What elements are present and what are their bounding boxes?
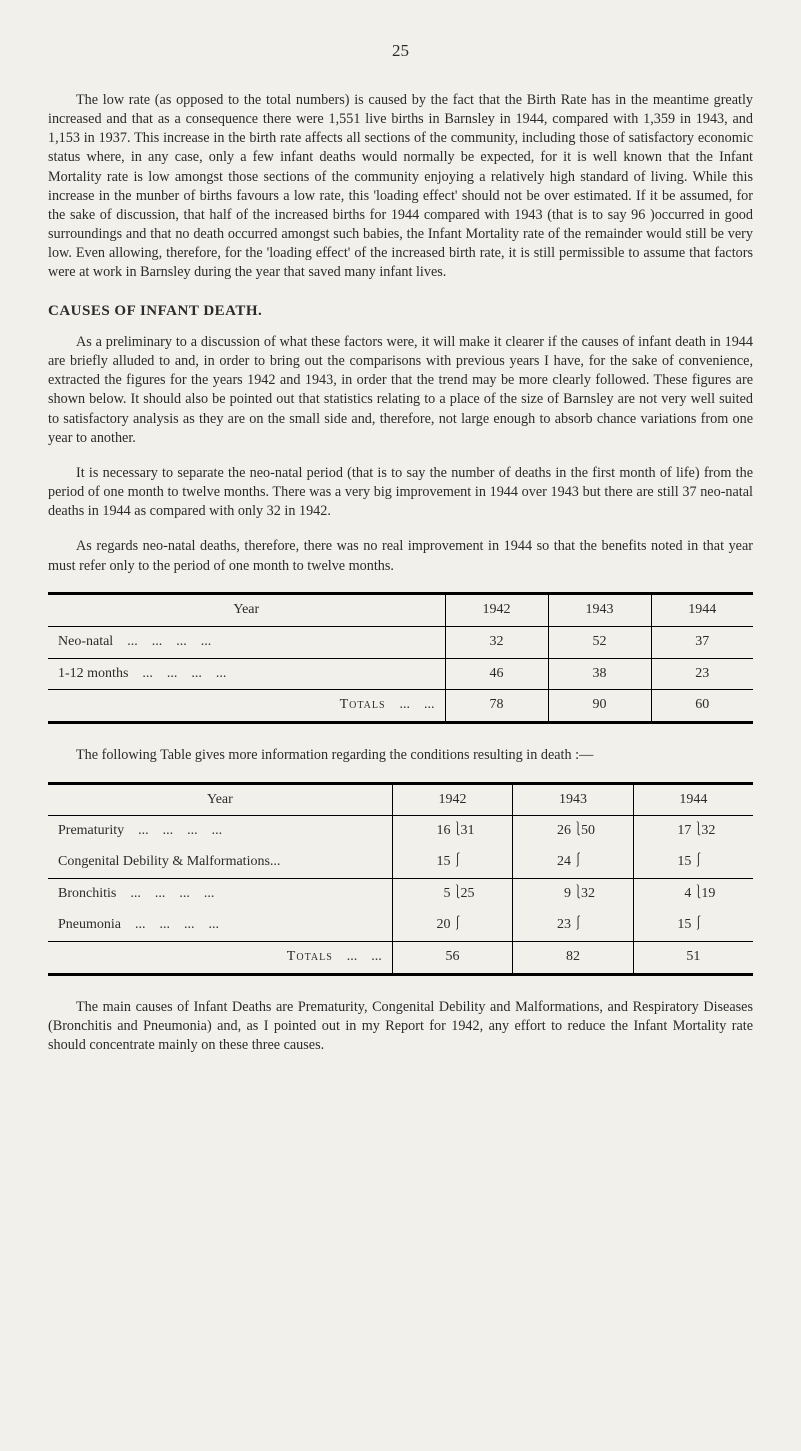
cell: 52 [548,626,651,658]
th-1944: 1944 [651,593,753,626]
row-label: Congenital Debility & Malformations... [48,847,392,878]
th-1944: 1944 [633,783,753,816]
cell: 23⎰ [513,910,633,941]
th-1943: 1943 [513,783,633,816]
row-label: Pneumonia ... ... ... ... [48,910,392,941]
para-3: It is necessary to separate the neo-nata… [48,464,753,522]
cell: 38 [548,658,651,690]
cell: 15⎰ [392,847,512,878]
total-cell: 56 [392,941,512,974]
total-cell: 51 [633,941,753,974]
total-cell: 82 [513,941,633,974]
cell: 46 [445,658,548,690]
row-label: 1-12 months ... ... ... ... [48,658,445,690]
para-6: The main causes of Infant Deaths are Pre… [48,998,753,1056]
cell: 23 [651,658,753,690]
para-5: The following Table gives more informati… [48,746,753,765]
row-label: Bronchitis ... ... ... ... [48,879,392,910]
th-year: Year [48,593,445,626]
total-cell: 78 [445,690,548,723]
para-intro: The low rate (as opposed to the total nu… [48,91,753,283]
cell: 15⎰ [633,847,753,878]
cell: 20⎰ [392,910,512,941]
cell: 17⎱32 [633,816,753,847]
cell: 4⎱19 [633,879,753,910]
cell: 37 [651,626,753,658]
th-1942: 1942 [445,593,548,626]
totals-label: Totals ... ... [48,690,445,723]
row-label: Neo-natal ... ... ... ... [48,626,445,658]
cell: 5⎱25 [392,879,512,910]
th-year: Year [48,783,392,816]
cell: 9⎱32 [513,879,633,910]
total-cell: 90 [548,690,651,723]
cell: 15⎰ [633,910,753,941]
total-cell: 60 [651,690,753,723]
cell: 32 [445,626,548,658]
cell: 16⎱31 [392,816,512,847]
page-number: 25 [48,40,753,63]
para-4: As regards neo-natal deaths, therefore, … [48,537,753,575]
table-neo-natal: Year 1942 1943 1944 Neo-natal ... ... ..… [48,592,753,725]
totals-label: Totals ... ... [48,941,392,974]
th-1942: 1942 [392,783,512,816]
cell: 26⎱50 [513,816,633,847]
para-2: As a preliminary to a discussion of what… [48,333,753,448]
heading-causes: CAUSES OF INFANT DEATH. [48,301,753,321]
table-conditions: Year 1942 1943 1944 Prematurity ... ... … [48,782,753,976]
row-label: Prematurity ... ... ... ... [48,816,392,847]
cell: 24⎰ [513,847,633,878]
th-1943: 1943 [548,593,651,626]
